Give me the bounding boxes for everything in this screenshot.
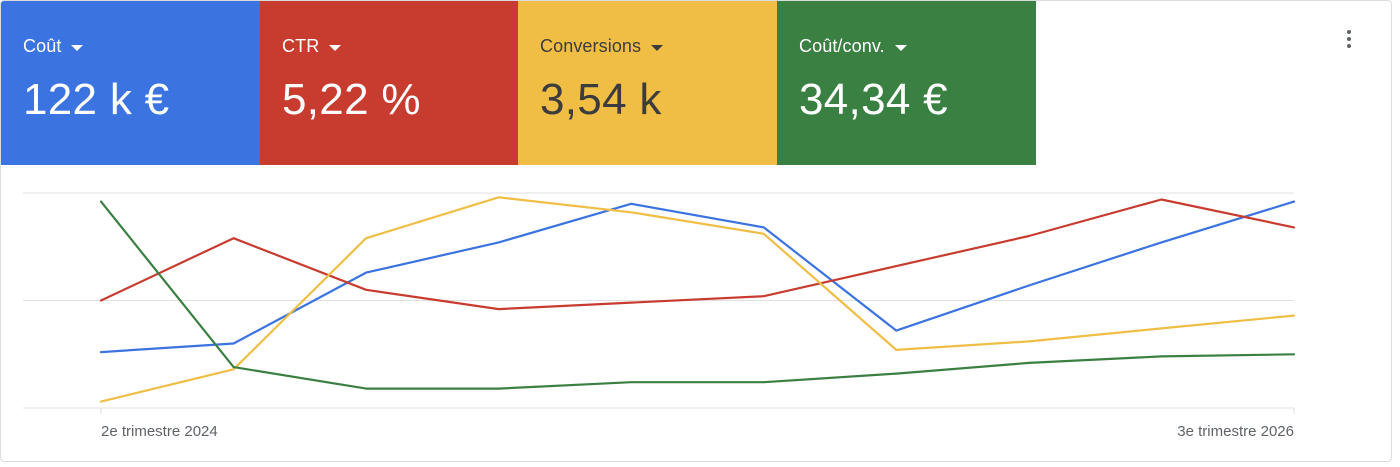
metric-tile-1[interactable]: CTR 5,22 % [260, 1, 518, 165]
dropdown-arrow-icon [894, 44, 907, 51]
series-line-0 [99, 200, 1296, 354]
metric-value: 5,22 % [282, 75, 421, 124]
metric-tiles: Coût 122 k € CTR 5,22 % Conversions 3,54 k Coû… [1, 1, 1036, 165]
metric-tile-0[interactable]: Coût 122 k € [1, 1, 260, 165]
metric-tile-2[interactable]: Conversions 3,54 k [518, 1, 777, 165]
series-line-1 [99, 198, 1296, 311]
metric-selector[interactable]: Conversions [540, 36, 777, 57]
series-line-3 [99, 200, 1296, 390]
more-options-button[interactable] [1337, 27, 1361, 51]
metric-label: Conversions [540, 36, 642, 56]
dropdown-arrow-icon [329, 44, 342, 51]
metric-label: CTR [282, 36, 320, 56]
metric-value: 122 k € [23, 75, 170, 124]
dropdown-arrow-icon [71, 44, 84, 51]
metric-tile-3[interactable]: Coût/conv. 34,34 € [777, 1, 1036, 165]
metric-selector[interactable]: Coût/conv. [799, 36, 1036, 57]
metric-selector[interactable]: Coût [23, 36, 260, 57]
x-tick-label-start: 2e trimestre 2024 [101, 423, 218, 440]
more-vert-icon [1347, 30, 1351, 34]
metric-label: Coût/conv. [799, 36, 885, 56]
series-line-2 [99, 196, 1296, 403]
metric-selector[interactable]: CTR [282, 36, 518, 57]
metric-value: 34,34 € [799, 75, 948, 124]
x-tick-label-end: 3e trimestre 2026 [1177, 423, 1294, 440]
dropdown-arrow-icon [651, 44, 664, 51]
metric-label: Coût [23, 36, 62, 56]
metric-value: 3,54 k [540, 75, 662, 124]
